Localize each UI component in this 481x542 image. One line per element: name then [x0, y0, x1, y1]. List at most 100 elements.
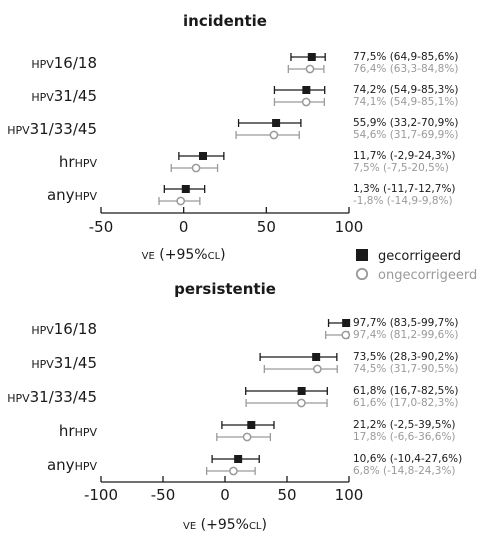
- value-label-uncorrected: -1,8% (-14,9-9,8%): [353, 195, 453, 207]
- value-label-uncorrected: 76,4% (63,3-84,8%): [353, 63, 458, 75]
- value-label-corrected: 77,5% (64,9-85,6%): [353, 51, 458, 63]
- point-corrected: [234, 455, 243, 463]
- value-label-corrected: 74,2% (54,9-85,3%): [353, 84, 458, 96]
- value-label-corrected: 55,9% (33,2-70,9%): [353, 117, 458, 129]
- row-label-prefix: HPV: [31, 358, 54, 371]
- row-label-main: hr: [59, 422, 76, 440]
- row-label-main: any: [47, 456, 75, 474]
- point-uncorrected: [176, 196, 186, 206]
- point-corrected: [181, 185, 190, 193]
- legend-label-corrected: gecorrigeerd: [378, 249, 461, 264]
- point-corrected: [342, 319, 351, 327]
- forest-row: hrHPV 21,2% (-2,5-39,5%)17,8% (-6,6-36,6%…: [59, 419, 456, 443]
- x-tick-label: 0: [220, 486, 230, 504]
- x-tick-label: 50: [277, 486, 296, 504]
- forest-row: HPV31/33/45 61,8% (16,7-82,5%)61,6% (17,0…: [7, 385, 458, 409]
- x-axis-label-prefix: VE: [142, 251, 155, 262]
- x-tick-label: -50: [151, 486, 176, 504]
- row-label-main: hr: [59, 153, 76, 171]
- value-label-uncorrected: 74,1% (54,9-85,1%): [353, 96, 458, 108]
- x-axis-label-text: (+95%: [155, 247, 208, 263]
- row-label-main: any: [47, 186, 75, 204]
- x-axis-label-prefix: VE: [183, 521, 196, 532]
- value-label-uncorrected: 54,6% (31,7-69,9%): [353, 129, 458, 141]
- x-tick-label: -50: [89, 218, 114, 236]
- value-label-corrected: 61,8% (16,7-82,5%): [353, 385, 458, 397]
- row-label-main: 16/18: [54, 320, 97, 338]
- point-uncorrected: [297, 398, 306, 408]
- point-corrected: [297, 387, 306, 395]
- row-label-main: 31/45: [54, 354, 97, 372]
- forest-row: hrHPV 11,7% (-2,9-24,3%)7,5% (-7,5-20,5%): [59, 150, 456, 174]
- x-axis-label-close: ): [220, 247, 225, 263]
- point-corrected: [302, 86, 311, 94]
- value-label-uncorrected: 7,5% (-7,5-20,5%): [353, 162, 449, 174]
- point-uncorrected: [313, 364, 322, 374]
- point-uncorrected: [341, 330, 351, 340]
- row-label: hrHPV: [59, 153, 98, 171]
- forest-row: HPV16/18 77,5% (64,9-85,6%)76,4% (63,3-84…: [31, 51, 458, 75]
- row-label-suffix: HPV: [75, 190, 98, 203]
- row-label: HPV31/33/45: [7, 388, 97, 406]
- x-tick-label: -100: [84, 486, 118, 504]
- row-label: HPV31/45: [31, 354, 97, 372]
- value-label-uncorrected: 97,4% (81,2-99,6%): [353, 329, 458, 341]
- x-axis-label-unit: CL: [208, 251, 221, 262]
- point-uncorrected: [242, 432, 252, 442]
- legend-marker-uncorrected: [355, 267, 369, 281]
- row-label-prefix: HPV: [31, 58, 54, 71]
- row-label: hrHPV: [59, 422, 98, 440]
- forest-row: anyHPV 10,6% (-10,4-27,6%)6,8% (-14,8-24,…: [47, 453, 462, 477]
- x-axis-label: VE (+95%CL): [183, 517, 267, 533]
- row-label-suffix: HPV: [75, 426, 98, 439]
- point-corrected: [307, 53, 316, 61]
- row-label: HPV16/18: [31, 54, 97, 72]
- row-label-main: 31/33/45: [30, 388, 97, 406]
- panel-title: persistentie: [174, 280, 276, 298]
- legend: gecorrigeerd ongecorrigeerd: [355, 249, 477, 283]
- row-label: anyHPV: [47, 456, 97, 474]
- forest-row: HPV31/45 74,2% (54,9-85,3%)74,1% (54,9-85…: [31, 84, 458, 108]
- row-label: HPV31/33/45: [7, 120, 97, 138]
- point-uncorrected: [269, 130, 279, 140]
- value-label-uncorrected: 17,8% (-6,6-36,6%): [353, 431, 456, 443]
- row-label-main: 31/33/45: [30, 120, 97, 138]
- value-label-corrected: 73,5% (28,3-90,2%): [353, 351, 458, 363]
- point-corrected: [199, 152, 208, 160]
- row-label: anyHPV: [47, 186, 97, 204]
- legend-marker-corrected: [356, 249, 368, 261]
- value-label-corrected: 10,6% (-10,4-27,6%): [353, 453, 462, 465]
- value-label-corrected: 11,7% (-2,9-24,3%): [353, 150, 456, 162]
- value-label-uncorrected: 6,8% (-14,8-24,3%): [353, 465, 456, 477]
- point-corrected: [247, 421, 256, 429]
- x-tick-label: 100: [335, 218, 364, 236]
- forest-row: HPV31/33/45 55,9% (33,2-70,9%)54,6% (31,7…: [7, 117, 458, 141]
- value-label-corrected: 21,2% (-2,5-39,5%): [353, 419, 456, 431]
- row-label-prefix: HPV: [7, 392, 30, 405]
- row-label-suffix: HPV: [75, 460, 98, 473]
- row-label-prefix: HPV: [7, 124, 30, 137]
- forest-row: HPV16/18 97,7% (83,5-99,7%)97,4% (81,2-99…: [31, 317, 458, 341]
- legend-label-uncorrected: ongecorrigeerd: [378, 268, 477, 283]
- point-uncorrected: [191, 163, 201, 173]
- x-axis-label-close: ): [262, 517, 267, 533]
- row-label-prefix: HPV: [31, 324, 54, 337]
- x-tick-label: 0: [179, 218, 189, 236]
- forest-row: HPV31/45 73,5% (28,3-90,2%)74,5% (31,7-90…: [31, 351, 458, 375]
- row-label: HPV31/45: [31, 87, 97, 105]
- x-axis-label-unit: CL: [249, 521, 262, 532]
- value-label-corrected: 1,3% (-11,7-12,7%): [353, 183, 456, 195]
- point-corrected: [272, 119, 281, 127]
- value-label-uncorrected: 61,6% (17,0-82,3%): [353, 397, 458, 409]
- value-label-uncorrected: 74,5% (31,7-90,5%): [353, 363, 458, 375]
- value-label-corrected: 97,7% (83,5-99,7%): [353, 317, 458, 329]
- x-axis-label-text: (+95%: [196, 517, 249, 533]
- x-axis-label: VE (+95%CL): [142, 247, 226, 263]
- row-label-suffix: HPV: [75, 157, 98, 170]
- panel-title: incidentie: [183, 12, 267, 30]
- x-tick-label: 50: [257, 218, 276, 236]
- row-label-main: 16/18: [54, 54, 97, 72]
